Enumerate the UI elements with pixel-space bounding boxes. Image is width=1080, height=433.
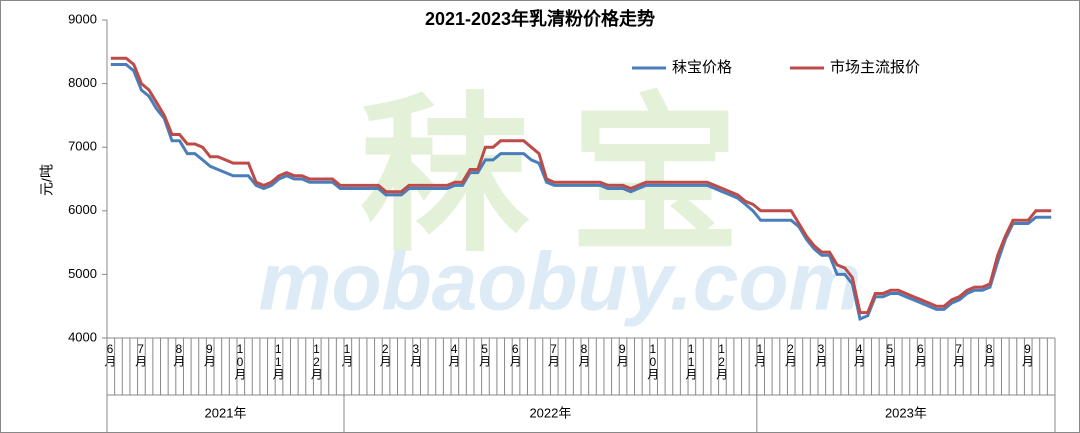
x-tick-label: 10月 bbox=[233, 342, 247, 381]
x-tick-label: 6月 bbox=[913, 342, 927, 368]
y-axis-label: 元/吨 bbox=[39, 164, 55, 196]
x-tick-label: 7月 bbox=[952, 342, 966, 368]
x-tick-label: 8月 bbox=[982, 342, 996, 368]
y-tick-label: 7000 bbox=[68, 139, 97, 154]
x-tick-label: 7月 bbox=[546, 342, 560, 368]
x-tick-label: 5月 bbox=[478, 342, 492, 368]
watermark-logo: 秣宝 bbox=[360, 82, 780, 272]
watermark: mobaobuy.com bbox=[259, 237, 862, 328]
x-tick-label: 11月 bbox=[271, 342, 285, 381]
x-tick-label: 6月 bbox=[508, 342, 522, 368]
x-tick-label: 2月 bbox=[783, 342, 797, 368]
series-line bbox=[110, 56, 1052, 315]
x-tick-label: 11月 bbox=[684, 342, 698, 381]
x-tick-label: 9月 bbox=[1020, 342, 1034, 368]
x-tick-label: 4月 bbox=[447, 342, 461, 368]
y-tick-label: 8000 bbox=[68, 75, 97, 90]
x-tick-label: 4月 bbox=[852, 342, 866, 368]
x-tick-label: 8月 bbox=[577, 342, 591, 368]
year-label: 2021年 bbox=[205, 405, 247, 420]
x-tick-label: 3月 bbox=[409, 342, 423, 368]
y-tick-label: 6000 bbox=[68, 202, 97, 217]
y-tick-label: 5000 bbox=[68, 266, 97, 281]
x-tick-label: 5月 bbox=[883, 342, 897, 368]
y-tick-label: 9000 bbox=[68, 11, 97, 26]
legend-label: 秣宝价格 bbox=[672, 59, 732, 76]
x-tick-label: 10月 bbox=[646, 342, 660, 381]
year-label: 2023年 bbox=[885, 405, 927, 420]
x-tick-label: 7月 bbox=[134, 342, 148, 368]
chart-title: 2021-2023年乳清粉价格走势 bbox=[425, 8, 655, 29]
x-tick-label: 3月 bbox=[814, 342, 828, 368]
x-tick-label: 9月 bbox=[202, 342, 216, 368]
legend-label: 市场主流报价 bbox=[830, 59, 920, 76]
year-label: 2022年 bbox=[529, 405, 571, 420]
x-tick-label: 12月 bbox=[715, 342, 729, 381]
x-tick-label: 9月 bbox=[615, 342, 629, 368]
x-tick-label: 8月 bbox=[172, 342, 186, 368]
y-tick-label: 4000 bbox=[68, 329, 97, 344]
series-line bbox=[110, 63, 1052, 321]
x-tick-label: 12月 bbox=[309, 342, 323, 381]
x-tick-label: 2月 bbox=[378, 342, 392, 368]
